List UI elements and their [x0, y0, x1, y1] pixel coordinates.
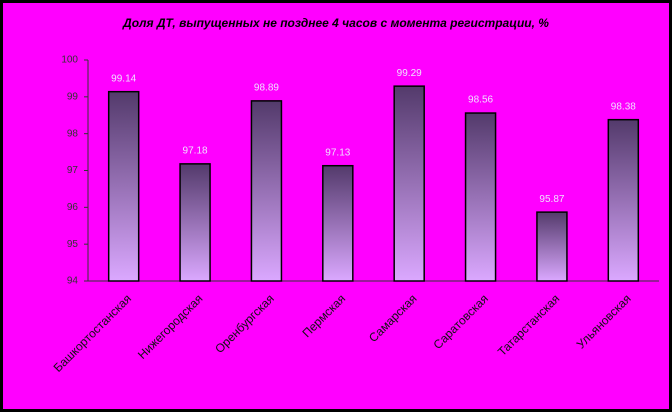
y-tick-label: 94	[67, 276, 79, 287]
bar	[607, 118, 640, 282]
value-label: 98.89	[254, 83, 279, 94]
bar	[250, 100, 283, 282]
y-tick-label: 98	[67, 128, 79, 139]
bar	[179, 163, 211, 282]
y-tick-label: 99	[67, 91, 79, 102]
bar	[322, 164, 354, 282]
bar	[536, 211, 568, 282]
value-label: 95.87	[539, 194, 564, 205]
chart-title: Доля ДТ, выпущенных не позднее 4 часов с…	[122, 16, 549, 30]
value-label: 98.56	[468, 95, 493, 106]
value-label: 99.29	[397, 68, 422, 79]
y-tick-label: 97	[67, 165, 79, 176]
value-label: 98.38	[611, 101, 636, 112]
bar	[107, 90, 140, 282]
value-label: 97.18	[183, 146, 208, 157]
y-tick-label: 100	[61, 55, 78, 66]
value-label: 97.13	[325, 147, 350, 158]
y-tick-label: 96	[67, 202, 79, 213]
value-label: 99.14	[111, 73, 136, 84]
bar	[464, 112, 497, 282]
bar	[393, 85, 425, 282]
y-tick-label: 95	[67, 239, 79, 250]
